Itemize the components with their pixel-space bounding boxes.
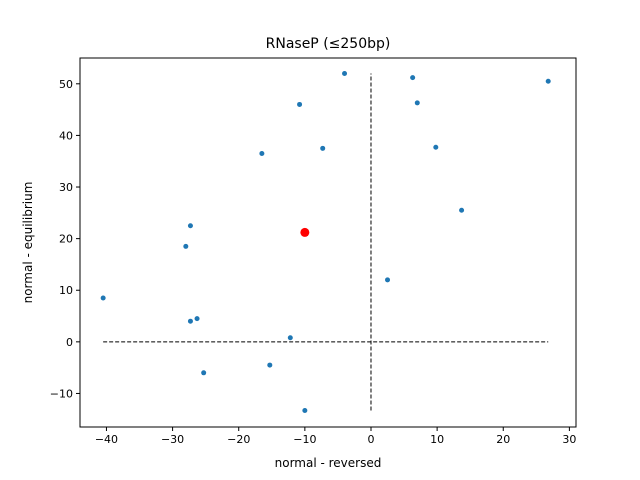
x-axis: −40 −30 −20 −10 0 10 20 30 [95,427,576,446]
y-tick-label: 50 [59,78,73,91]
y-axis-label: normal - equilibrium [21,182,35,304]
data-point [194,316,200,322]
y-tick-label: 0 [66,336,73,349]
x-tick-label: −10 [293,433,316,446]
data-point [259,150,265,156]
y-tick-label: −10 [50,387,73,400]
x-tick-label: −30 [161,433,184,446]
y-tick-label: 10 [59,284,73,297]
data-point [342,70,348,76]
data-point [100,295,106,301]
x-tick-label: −40 [95,433,118,446]
y-tick-label: 40 [59,129,73,142]
x-tick-label: 10 [430,433,444,446]
data-point [545,78,551,84]
x-tick-label: −20 [227,433,250,446]
data-point [320,145,326,151]
data-point [459,207,465,213]
data-point [297,101,303,107]
data-point [414,100,420,106]
x-tick-label: 20 [496,433,510,446]
chart-title: RNaseP (≤250bp) [266,36,391,52]
plot-frame [79,57,577,428]
plot-area [100,70,551,413]
data-point [433,144,439,150]
data-point [302,407,308,413]
data-point [267,362,273,368]
data-point [201,370,207,376]
data-point [287,335,293,341]
y-tick-label: 20 [59,233,73,246]
data-point [187,318,193,324]
x-axis-label: normal - reversed [275,456,382,470]
x-tick-label: 30 [562,433,576,446]
data-point [183,243,189,249]
x-tick-label: 0 [367,433,374,446]
y-axis: −10 0 10 20 30 40 50 [50,78,80,400]
data-point [410,75,416,81]
highlight-point [300,227,310,237]
data-point [187,223,193,229]
y-tick-label: 30 [59,181,73,194]
data-point [385,277,391,283]
